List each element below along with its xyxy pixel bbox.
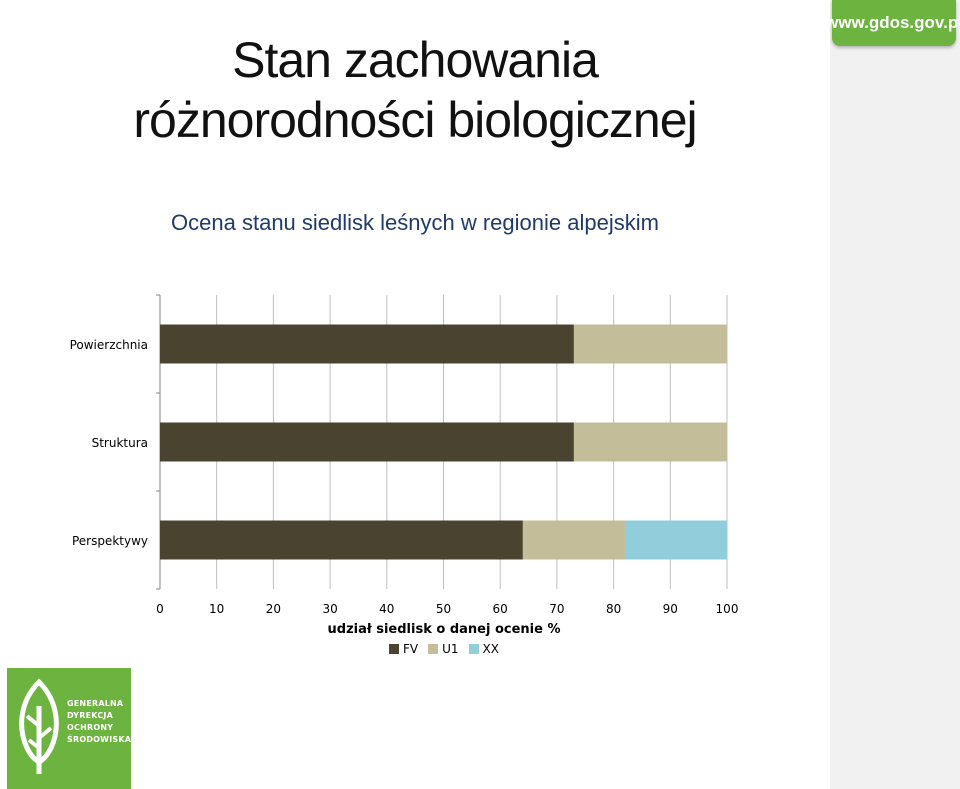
legend-swatch-u1 [428, 644, 439, 654]
x-tick-label: 20 [266, 602, 281, 616]
category-label: Powierzchnia [70, 338, 148, 352]
x-tick-label: 80 [606, 602, 621, 616]
category-label: Struktura [92, 436, 148, 450]
bar-u1 [573, 422, 727, 462]
bar-u1 [573, 324, 727, 364]
legend-item-u1: U1 [428, 642, 459, 656]
chart-legend: FV U1 XX [160, 642, 728, 656]
legend-item-xx: XX [468, 642, 499, 656]
category-label: Perspektywy [72, 534, 148, 548]
logo-text-line: ŚRODOWISKA [67, 735, 132, 744]
slide-title-line1: Stan zachowania [232, 32, 599, 88]
bar-fv [160, 324, 574, 364]
legend-swatch-xx [468, 644, 479, 654]
x-tick-label: 10 [209, 602, 224, 616]
x-tick-label: 100 [716, 602, 739, 616]
x-tick-label: 40 [379, 602, 394, 616]
bar-fv [160, 422, 574, 462]
logo-text-line: GENERALNA [67, 699, 124, 708]
x-tick-label: 30 [322, 602, 337, 616]
x-tick-label: 0 [156, 602, 164, 616]
legend-label-xx: XX [482, 642, 499, 656]
logo-text-line: DYREKCJA [67, 711, 113, 720]
logo-text: GENERALNA DYREKCJA OCHRONY ŚRODOWISKA [67, 698, 131, 746]
x-tick-label: 50 [436, 602, 451, 616]
chart-title: Ocena stanu siedlisk leśnych w regionie … [171, 210, 659, 235]
right-sidebar-strip [830, 0, 960, 789]
stacked-bar-chart: Powierzchnia Struktura Perspektywy 0 10 20 30 4… [70, 294, 739, 616]
legend-swatch-fv [389, 644, 399, 654]
bar-fv [160, 520, 523, 560]
slide-title-line2: różnorodności biologicznej [133, 92, 697, 148]
gdos-logo[interactable]: GENERALNA DYREKCJA OCHRONY ŚRODOWISKA [7, 668, 131, 789]
bar-xx [624, 520, 727, 560]
x-tick-label: 60 [493, 602, 508, 616]
leaf-logo-icon [19, 678, 59, 774]
x-tick-label: 70 [549, 602, 564, 616]
logo-text-line: OCHRONY [67, 723, 114, 732]
x-tick-label: 90 [663, 602, 678, 616]
slide-title: Stan zachowania różnorodności biologiczn… [0, 30, 830, 150]
legend-label-fv: FV [403, 642, 419, 656]
x-axis-title: udział siedlisk o danej ocenie % [327, 622, 561, 637]
website-url-badge[interactable]: www.gdos.gov.pl [825, 0, 960, 46]
bar-u1 [522, 520, 625, 560]
legend-item-fv: FV [389, 642, 418, 656]
legend-label-u1: U1 [442, 642, 459, 656]
